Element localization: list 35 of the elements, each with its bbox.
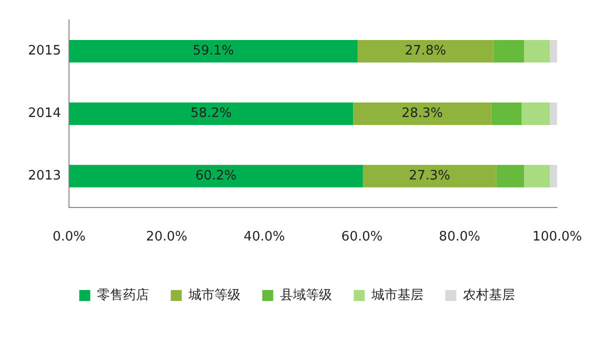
- data-label: 27.3%: [408, 168, 450, 184]
- x-tick-label: 20.0%: [146, 230, 188, 245]
- x-tick-label: 80.0%: [438, 230, 480, 245]
- bar: [353, 102, 492, 125]
- legend-label: 零售药店: [96, 286, 149, 303]
- bar: [69, 164, 363, 188]
- bar: [550, 164, 558, 188]
- bar: [491, 102, 522, 125]
- bar: [522, 102, 550, 125]
- x-tick-label: 100.0%: [532, 230, 582, 245]
- bar: [524, 164, 550, 188]
- legend-label: 城市等级: [187, 288, 240, 303]
- y-tick-label: 2014: [28, 106, 62, 122]
- y-tick-label: 2013: [28, 168, 62, 184]
- bar: [69, 102, 354, 125]
- bar: [493, 40, 524, 62]
- y-tick-label: 2015: [28, 44, 62, 59]
- bar: [358, 40, 494, 62]
- x-tick-label: 60.0%: [341, 230, 383, 245]
- data-label: 27.8%: [404, 44, 446, 59]
- bar: [524, 40, 550, 62]
- data-label: 58.2%: [190, 106, 232, 122]
- bar: [69, 40, 358, 62]
- data-label: 60.2%: [195, 168, 237, 184]
- x-tick-label: 0.0%: [52, 230, 86, 245]
- bar: [496, 164, 524, 188]
- legend-label: 县域等级: [280, 288, 332, 303]
- bar: [550, 40, 558, 62]
- data-label: 28.3%: [402, 106, 443, 122]
- x-tick-label: 40.0%: [244, 230, 285, 245]
- legend-label: 城市基层: [370, 288, 424, 303]
- data-label: 59.1%: [192, 44, 234, 59]
- bar: [362, 164, 496, 188]
- legend-label: 农村基层: [462, 288, 515, 303]
- bar: [550, 102, 558, 125]
